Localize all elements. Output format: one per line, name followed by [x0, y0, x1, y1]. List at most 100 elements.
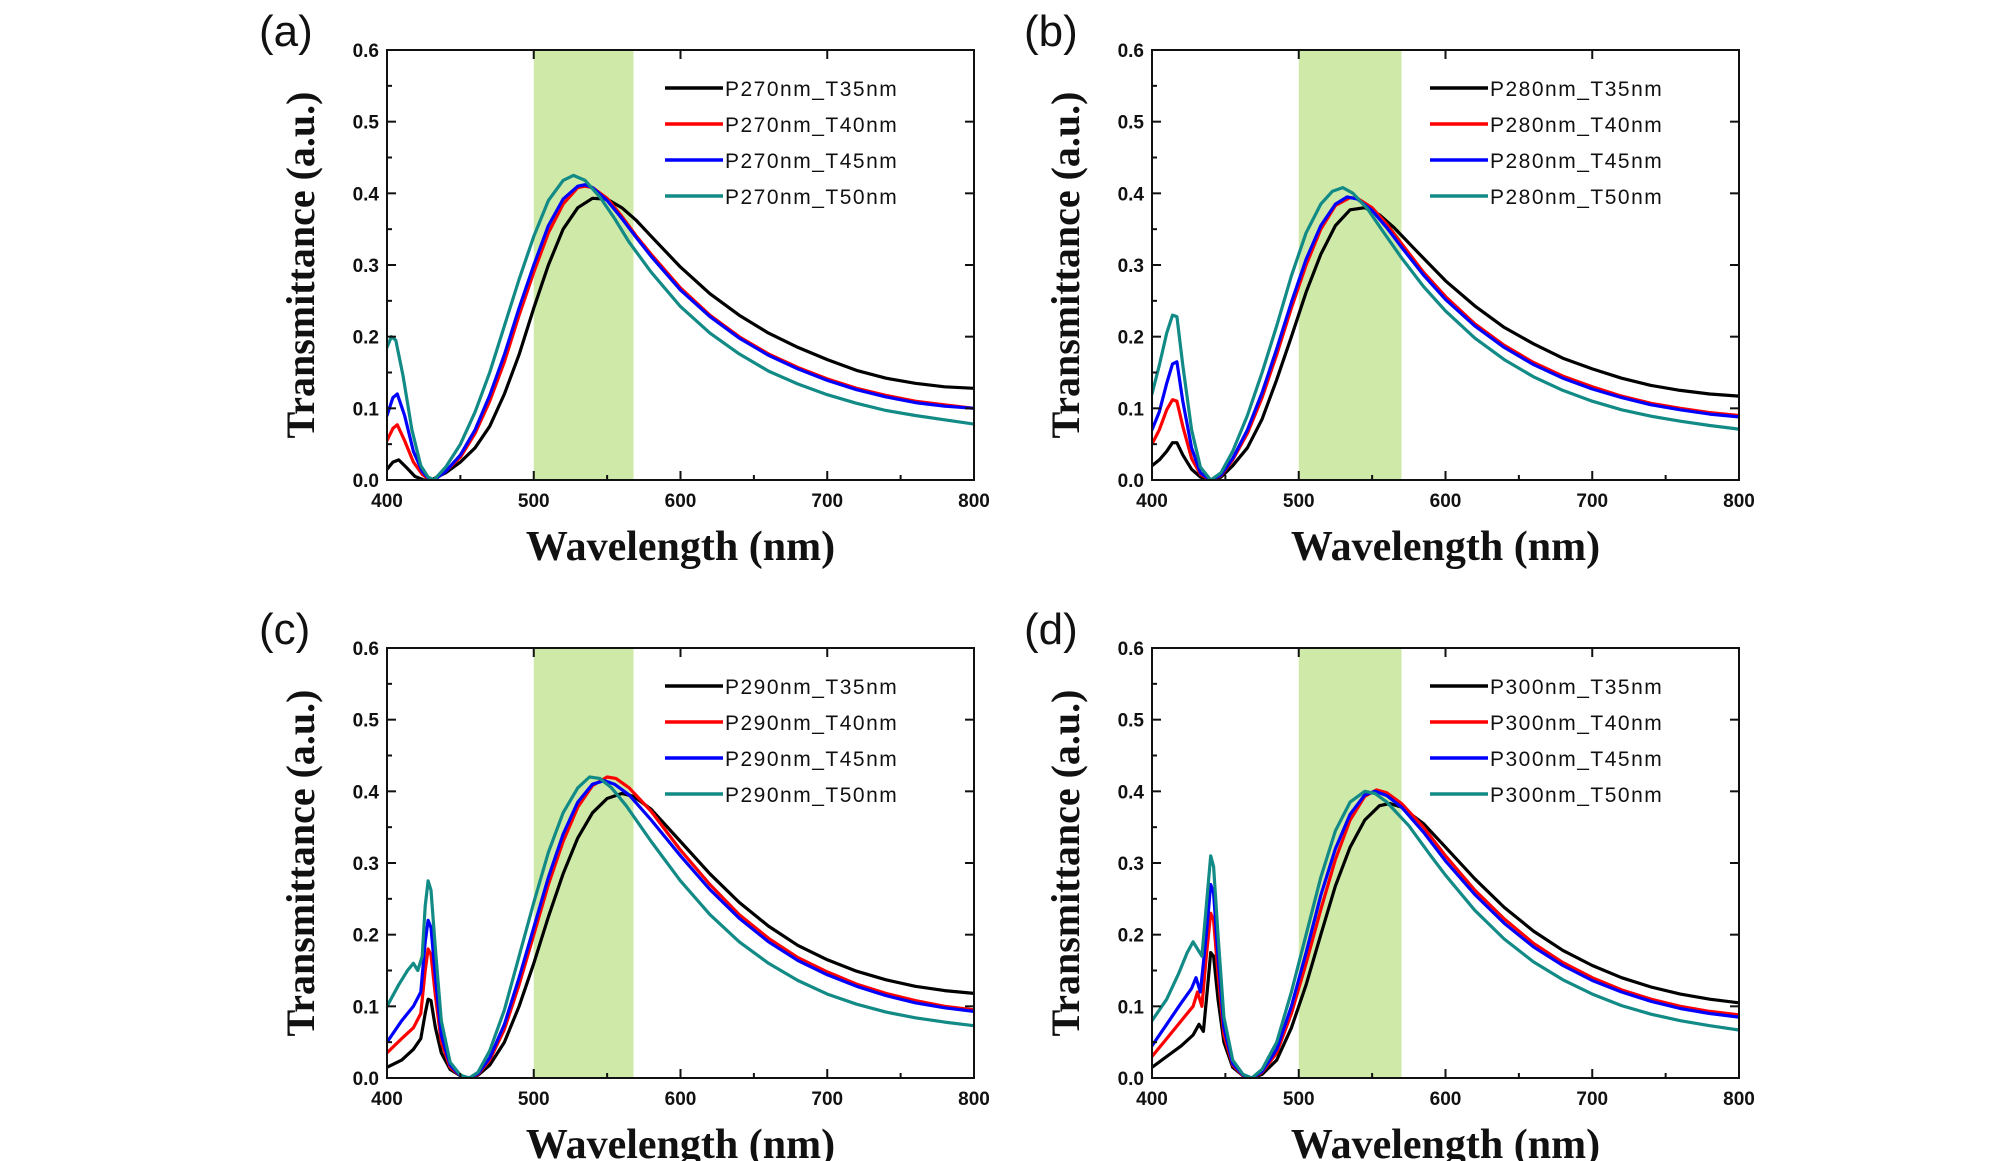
chart-3-series-2-line [1152, 789, 1739, 1078]
chart-1-panel-letter: (b) [1024, 7, 1078, 56]
chart-2-series-3-line [387, 775, 974, 1078]
chart-1-ytick-label: 0.0 [1118, 471, 1144, 492]
chart-2-series-0-line [387, 791, 974, 1078]
chart-2-legend-label-3: P290nm_T50nm [725, 784, 898, 807]
chart-0-ytick-label: 0.3 [353, 256, 379, 277]
chart-2-ytick-label: 0.5 [353, 711, 380, 732]
chart-3-xtick-label: 400 [1136, 1089, 1168, 1110]
chart-0-legend-label-1: P270nm_T40nm [725, 114, 898, 137]
chart-3-ytick-label: 0.1 [1118, 997, 1145, 1018]
chart-1-xtick-label: 800 [1723, 491, 1755, 512]
chart-1-xtick-label: 600 [1430, 491, 1462, 512]
chart-0-ytick-label: 0.2 [353, 328, 379, 349]
chart-0-panel-letter: (a) [259, 7, 313, 56]
chart-1-series-3-line [1152, 186, 1739, 480]
chart-1-xtick-label: 700 [1576, 491, 1608, 512]
chart-1-ytick-label: 0.1 [1118, 399, 1145, 420]
chart-1-ytick-label: 0.6 [1118, 41, 1144, 62]
chart-0-ytick-label: 0.4 [353, 184, 380, 205]
chart-0-xtick-label: 800 [958, 491, 990, 512]
chart-3-xtick-label: 700 [1576, 1089, 1608, 1110]
chart-1-legend-label-1: P280nm_T40nm [1490, 114, 1663, 137]
chart-2-series-1-line [387, 775, 974, 1078]
chart-0-series-3-line [387, 173, 974, 480]
chart-1-series-0-line [1152, 206, 1739, 480]
chart-0-ylabel: Transmittance (a.u.) [278, 92, 323, 439]
chart-3-legend-label-3: P300nm_T50nm [1490, 784, 1663, 807]
chart-1-ylabel: Transmittance (a.u.) [1043, 92, 1088, 439]
chart-1-legend: P280nm_T35nm P280nm_T40nm P280nm_T45nm P280… [1430, 78, 1663, 209]
chart-2-highlight-band [533, 648, 634, 1078]
chart-3-series-0-line [1152, 801, 1739, 1078]
chart-1-xtick-label: 500 [1283, 491, 1315, 512]
chart-1-ytick-label: 0.4 [1118, 184, 1145, 205]
chart-2-ytick-label: 0.4 [353, 782, 380, 803]
chart-1-ytick-label: 0.5 [1118, 113, 1145, 134]
chart-2-panel-letter: (c) [259, 605, 310, 654]
chart-3-xtick-label: 500 [1283, 1089, 1315, 1110]
chart-0-series-0-line [387, 196, 974, 480]
chart-0-ytick-label: 0.1 [353, 399, 380, 420]
chart-2-ytick-label: 0.2 [353, 926, 379, 947]
chart-3-series-3-line [1152, 789, 1739, 1078]
chart-2-legend: P290nm_T35nm P290nm_T40nm P290nm_T45nm P290… [665, 676, 898, 807]
chart-0-series-1-line [387, 184, 974, 480]
chart-0-xlabel: Wavelength (nm) [526, 524, 835, 570]
chart-1-highlight-band [1298, 50, 1402, 480]
chart-0-xtick-label: 700 [811, 491, 843, 512]
chart-3-panel-letter: (d) [1024, 605, 1078, 654]
chart-3-legend-label-0: P300nm_T35nm [1490, 676, 1663, 699]
chart-3-ytick-label: 0.5 [1118, 711, 1145, 732]
chart-1-legend-label-0: P280nm_T35nm [1490, 78, 1663, 101]
chart-3-panel: 400 500 600 700 800 0.0 0.1 0.2 0.3 0.4 0.5 0.6 Wave… [1024, 605, 1755, 1161]
chart-3-ytick-label: 0.4 [1118, 782, 1145, 803]
chart-1-xlabel: Wavelength (nm) [1291, 524, 1600, 570]
chart-0-xtick-label: 400 [371, 491, 403, 512]
chart-3-legend: P300nm_T35nm P300nm_T40nm P300nm_T45nm P300… [1430, 676, 1663, 807]
chart-3-ytick-label: 0.2 [1118, 926, 1144, 947]
chart-3-highlight-band [1298, 648, 1402, 1078]
chart-3-legend-label-2: P300nm_T45nm [1490, 748, 1663, 771]
chart-1-series-1-line [1152, 196, 1739, 480]
chart-2-legend-label-0: P290nm_T35nm [725, 676, 898, 699]
chart-0-xtick-label: 600 [665, 491, 697, 512]
chart-2-xtick-label: 700 [811, 1089, 843, 1110]
chart-0-legend-label-2: P270nm_T45nm [725, 150, 898, 173]
chart-2-ytick-label: 0.1 [353, 997, 380, 1018]
chart-2-xtick-label: 600 [665, 1089, 697, 1110]
chart-1-panel: 400 500 600 700 800 0.0 0.1 0.2 0.3 0.4 0.5 0.6 Wave… [1024, 7, 1755, 570]
chart-2-xtick-label: 400 [371, 1089, 403, 1110]
chart-1-series-2-line [1152, 195, 1739, 480]
chart-2-ytick-label: 0.0 [353, 1069, 379, 1090]
chart-3-ytick-label: 0.0 [1118, 1069, 1144, 1090]
chart-2-xtick-label: 500 [518, 1089, 550, 1110]
chart-2-series-2-line [387, 779, 974, 1078]
chart-3-xtick-label: 600 [1430, 1089, 1462, 1110]
chart-3-ytick-label: 0.6 [1118, 639, 1144, 660]
chart-3-legend-label-1: P300nm_T40nm [1490, 712, 1663, 735]
chart-3-ytick-label: 0.3 [1118, 854, 1144, 875]
chart-3-xtick-label: 800 [1723, 1089, 1755, 1110]
chart-0-xtick-label: 500 [518, 491, 550, 512]
chart-0-legend-label-3: P270nm_T50nm [725, 186, 898, 209]
chart-2-legend-label-1: P290nm_T40nm [725, 712, 898, 735]
chart-2-ytick-label: 0.3 [353, 854, 379, 875]
chart-2-panel: 400 500 600 700 800 0.0 0.1 0.2 0.3 0.4 0.5 0.6 Wave… [259, 605, 990, 1161]
chart-0-highlight-band [533, 50, 634, 480]
chart-3-xlabel: Wavelength (nm) [1291, 1122, 1600, 1161]
chart-0-panel: 400 500 600 700 800 0.0 0.1 0.2 0.3 0.4 0.5 0.6 Wave… [259, 7, 990, 570]
chart-2-xlabel: Wavelength (nm) [526, 1122, 835, 1161]
chart-2-ytick-label: 0.6 [353, 639, 379, 660]
chart-1-xtick-label: 400 [1136, 491, 1168, 512]
chart-1-ytick-label: 0.3 [1118, 256, 1144, 277]
chart-1-legend-label-3: P280nm_T50nm [1490, 186, 1663, 209]
chart-2-ylabel: Transmittance (a.u.) [278, 690, 323, 1037]
chart-1-legend-label-2: P280nm_T45nm [1490, 150, 1663, 173]
chart-1-ytick-label: 0.2 [1118, 328, 1144, 349]
chart-3-series-1-line [1152, 788, 1739, 1078]
chart-2-xtick-label: 800 [958, 1089, 990, 1110]
chart-0-ytick-label: 0.0 [353, 471, 379, 492]
chart-3-ylabel: Transmittance (a.u.) [1043, 690, 1088, 1037]
chart-2-legend-label-2: P290nm_T45nm [725, 748, 898, 771]
